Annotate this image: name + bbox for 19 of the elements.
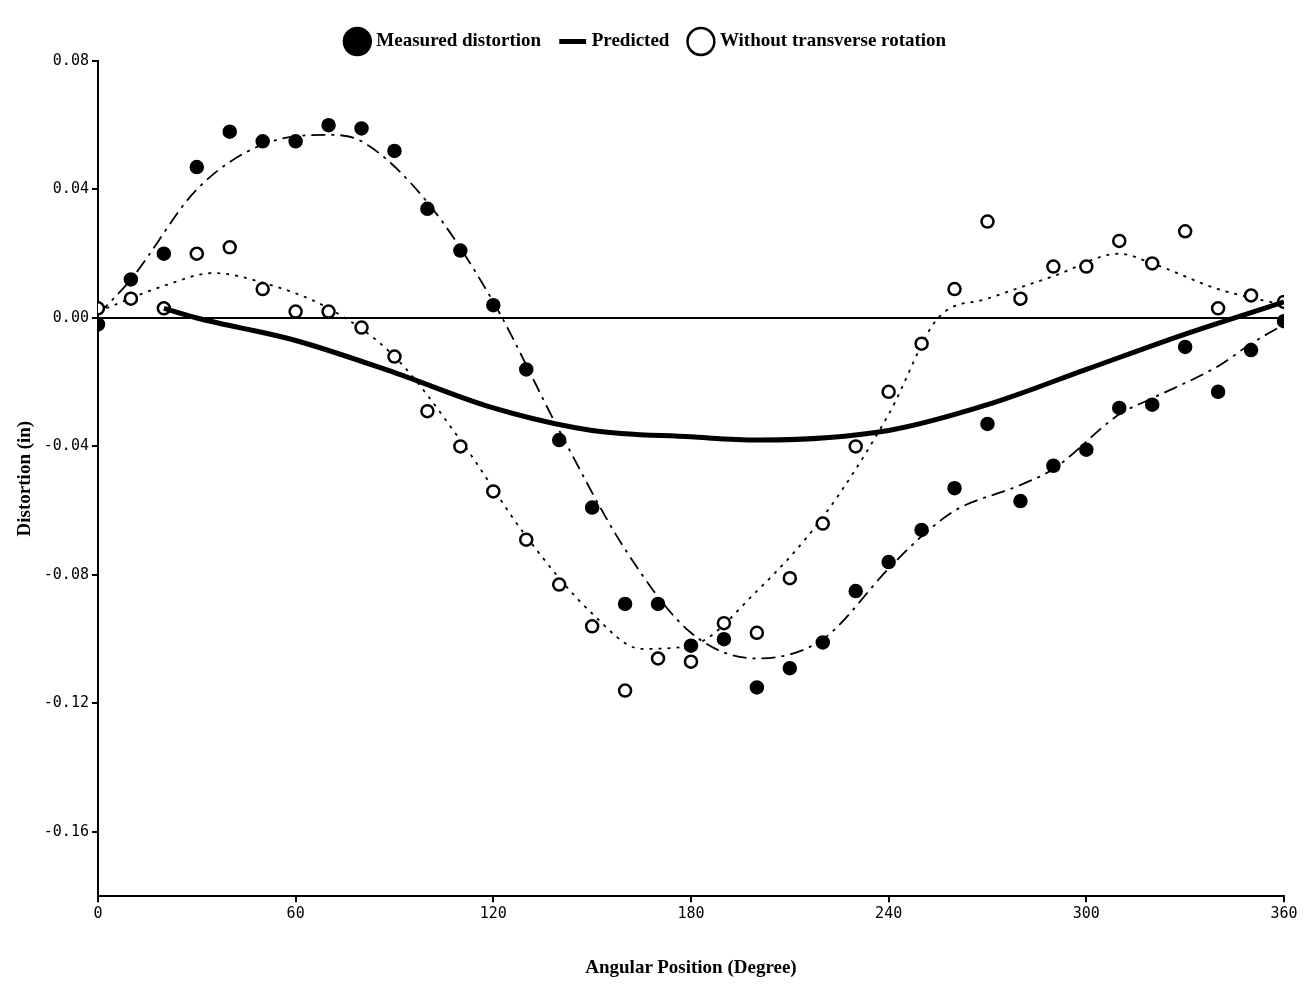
x-tick-label: 180 (677, 904, 705, 923)
y-tick-label: -0.08 (43, 564, 89, 583)
x-tick-label: 120 (479, 904, 507, 923)
x-axis-title: Angular Position (Degree) (585, 955, 797, 978)
x-tick-label: 300 (1072, 904, 1100, 923)
legend-label: Without transverse rotation (719, 29, 947, 51)
y-axis-title: Distortion (in) (13, 420, 36, 537)
legend-label: Measured distortion (376, 29, 542, 51)
x-tick-label: 0 (93, 904, 103, 923)
legend-label: Predicted (591, 29, 670, 51)
y-tick-label: 0.04 (52, 179, 89, 198)
y-tick-label: 0.00 (52, 307, 89, 326)
x-tick-label: 240 (875, 904, 903, 923)
x-tick-label: 360 (1270, 904, 1298, 923)
y-tick-label: -0.12 (43, 693, 89, 712)
x-tick-label: 60 (286, 904, 305, 923)
y-tick-label: 0.08 (52, 50, 89, 69)
y-tick-label: -0.16 (43, 821, 89, 840)
y-tick-label: -0.04 (43, 436, 89, 455)
